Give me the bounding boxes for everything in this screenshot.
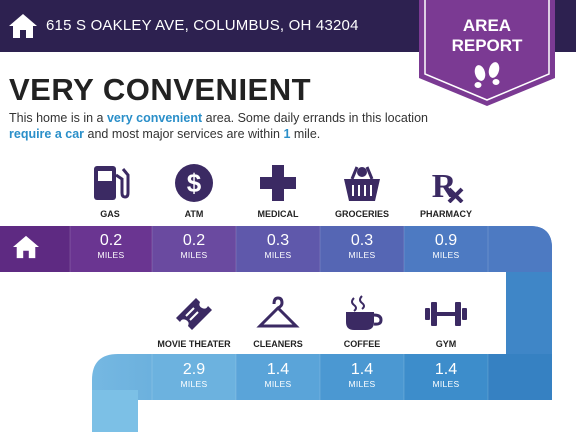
highlight-distance: 1 [283,127,291,141]
distance-coffee: 1.4 MILES [348,361,376,389]
amenity-label-pharmacy: PHARMACY [419,209,472,219]
dollar-icon: $ [175,164,213,202]
badge-title-line1: AREA [462,16,512,35]
distance-pharmacy: 0.9 MILES [432,232,460,260]
distance-medical: 0.3 MILES [264,232,292,260]
dumbbell-icon [425,302,467,326]
amenity-label-gas: GAS [100,209,120,219]
coffee-cup-icon [346,295,383,330]
amenity-label-atm: ATM [184,209,204,219]
distance-groceries: 0.3 MILES [348,232,376,260]
gas-pump-icon [94,166,130,200]
home-marker-icon [13,235,39,259]
page-title: VERY CONVENIENT [9,72,312,107]
distance-gym: 1.4 MILES [432,361,460,389]
hanger-icon [256,296,300,328]
highlight-car: require a car [9,127,85,141]
distance-gas: 0.2 MILES [97,232,125,260]
badge-title-line2: REPORT [451,36,523,55]
address-text: 615 S OAKLEY AVE, COLUMBUS, OH 43204 [46,17,359,34]
highlight-convenience: very convenient [106,111,203,125]
distance-movie-theater: 2.9 MILES [180,361,208,389]
amenity-label-medical: MEDICAL [257,209,299,219]
amenity-label-movie-theater: MOVIE THEATER [157,339,231,349]
description-text: This home is in a very convenient area. … [9,111,428,141]
area-report-badge: AREA REPORT [419,0,555,106]
home-icon [9,14,37,38]
medical-cross-icon [260,165,296,201]
amenity-label-coffee: COFFEE [343,339,381,349]
grocery-basket-icon [344,166,380,201]
amenity-label-groceries: GROCERIES [334,209,389,219]
distance-cleaners: 1.4 MILES [264,361,292,389]
amenity-label-cleaners: CLEANERS [253,339,303,349]
movie-ticket-icon [176,298,212,330]
footprints-icon [474,62,500,88]
distance-atm: 0.2 MILES [180,232,208,260]
amenity-label-gym: GYM [435,339,457,349]
svg-text:$: $ [187,168,202,198]
rx-icon: R [432,168,464,203]
